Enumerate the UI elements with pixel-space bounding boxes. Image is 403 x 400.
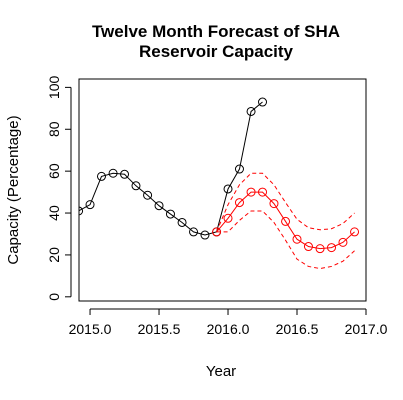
data-point-observed	[79, 206, 84, 216]
data-point-observed	[258, 97, 268, 107]
x-axis-label: Year	[206, 363, 236, 380]
x-tick-label: 2015.0	[69, 321, 112, 337]
y-tick-label: 40	[46, 205, 62, 221]
data-point-observed	[223, 184, 233, 194]
y-axis: 0 20 40 60 80 100	[46, 75, 72, 301]
data-point-forecast	[315, 244, 325, 254]
chart-title-line1: Twelve Month Forecast of SHA	[92, 22, 340, 41]
data-point-forecast	[258, 187, 268, 197]
series-line-forecast	[216, 191, 355, 250]
data-point-observed	[234, 164, 244, 174]
y-tick-label: 0	[46, 293, 62, 301]
x-tick-label: 2015.5	[138, 321, 181, 337]
data-point-forecast	[350, 227, 360, 237]
y-tick-label: 60	[46, 163, 62, 179]
data-point-observed	[143, 190, 153, 200]
x-tick-label: 2016.5	[276, 321, 319, 337]
plot-area-frame	[78, 78, 367, 302]
data-point-observed	[120, 169, 130, 179]
data-point-observed	[177, 217, 187, 227]
x-axis: 2015.0 2015.5 2016.0 2016.5 2017.0	[69, 308, 388, 337]
data-point-observed	[96, 171, 106, 181]
series-layer	[79, 97, 360, 270]
data-point-observed	[85, 200, 95, 210]
data-point-observed	[200, 230, 210, 240]
data-point-forecast	[303, 242, 313, 252]
data-point-forecast	[234, 198, 244, 208]
x-tick-label: 2017.0	[345, 321, 388, 337]
chart-title-line2: Reservoir Capacity	[139, 42, 294, 61]
y-axis-label: Capacity (Percentage)	[5, 115, 22, 264]
data-point-observed	[189, 227, 199, 237]
data-point-forecast	[269, 199, 279, 209]
y-tick-label: 100	[46, 75, 62, 99]
series-line-lower-bound	[216, 210, 355, 270]
data-point-observed	[165, 209, 175, 219]
data-point-observed	[246, 106, 256, 116]
data-point-forecast	[292, 234, 302, 244]
y-tick-label: 20	[46, 247, 62, 263]
data-point-forecast	[327, 243, 337, 253]
data-point-observed	[131, 181, 141, 191]
x-tick-label: 2016.0	[207, 321, 250, 337]
data-point-forecast	[281, 216, 291, 226]
data-point-observed	[108, 168, 118, 178]
data-point-forecast	[246, 187, 256, 197]
series-line-upper-bound	[216, 172, 355, 233]
data-point-observed	[154, 201, 164, 211]
data-point-forecast	[338, 237, 348, 247]
y-tick-label: 80	[46, 121, 62, 137]
data-point-forecast	[223, 213, 233, 223]
